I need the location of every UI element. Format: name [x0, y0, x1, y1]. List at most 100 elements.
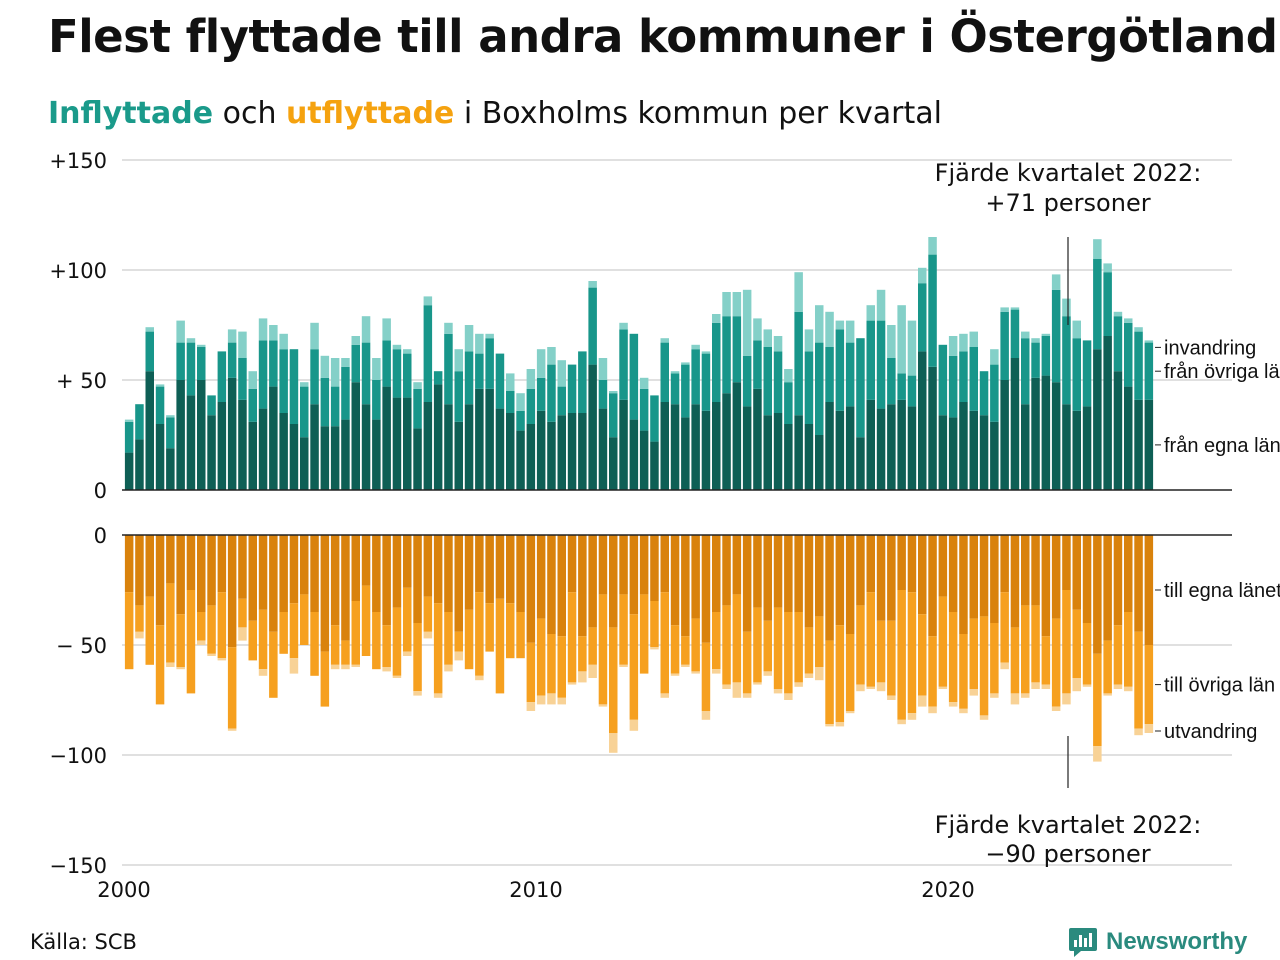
bar-out-q40-s2: [526, 642, 536, 703]
bar-out-q67-s2: [804, 627, 814, 674]
bar-out-q27-s1: [392, 535, 402, 608]
bar-out-q8-s3: [197, 640, 206, 645]
bar-out-q83-s3: [969, 689, 978, 696]
bar-out-q71-s3: [845, 711, 855, 714]
bar-in-q51-s1: [639, 430, 649, 490]
bar-out-q89-s3: [1031, 682, 1040, 689]
bar-out-q16-s1: [279, 535, 288, 612]
bar-in-q35-s2: [475, 353, 484, 389]
bar-out-q88-s2: [1021, 605, 1030, 694]
bar-in-q54-s2: [670, 373, 680, 405]
bar-in-q5-s2: [166, 417, 175, 449]
bar-out-q20-s1: [320, 535, 330, 652]
bar-in-q79-s1: [928, 366, 937, 490]
bar-in-q40-s3: [526, 369, 536, 389]
bar-out-q66-s3: [794, 682, 803, 687]
bar-out-q12-s3: [238, 627, 247, 641]
bar-out-q47-s1: [598, 535, 608, 595]
bar-in-q31-s1: [433, 384, 443, 490]
source-note: Källa: SCB: [30, 930, 137, 954]
bar-out-q23-s2: [351, 601, 360, 665]
bar-out-q23-s1: [351, 535, 360, 601]
bar-out-q32-s2: [444, 612, 453, 665]
bar-in-q75-s2: [887, 358, 896, 405]
bar-out-q69-s1: [825, 535, 834, 641]
newsworthy-logo[interactable]: Newsworthy: [1068, 926, 1247, 958]
bar-in-q19-s2: [310, 349, 319, 405]
bar-in-q93-s1: [1072, 410, 1081, 490]
bar-in-q95-s3: [1093, 239, 1102, 259]
bar-in-q96-s1: [1103, 336, 1112, 490]
bar-out-q19-s1: [310, 535, 319, 612]
y-tick-label-in: 0: [94, 479, 107, 503]
bar-out-q78-s2: [918, 614, 927, 696]
bar-out-q94-s3: [1082, 684, 1092, 687]
bar-out-q48-s2: [609, 627, 618, 733]
bar-out-q52-s2: [650, 601, 659, 648]
bar-in-q39-s3: [516, 393, 525, 411]
bar-out-q32-s3: [444, 664, 453, 672]
bar-in-q59-s2: [722, 316, 731, 394]
bar-out-q82-s1: [959, 535, 968, 634]
bar-in-q53-s1: [660, 402, 669, 490]
bar-in-q26-s2: [382, 340, 391, 387]
bar-out-q35-s2: [475, 592, 484, 676]
bar-out-q29-s3: [413, 691, 422, 696]
bar-in-q37-s1: [495, 408, 505, 490]
bar-out-q98-s3: [1124, 686, 1133, 692]
bar-in-q43-s2: [557, 386, 566, 416]
bar-out-q86-s3: [1000, 662, 1009, 670]
bar-in-q59-s3: [722, 292, 731, 317]
bar-in-q66-s2: [794, 311, 803, 416]
bar-in-q20-s1: [320, 426, 330, 490]
bar-in-q90-s2: [1041, 336, 1051, 376]
bar-in-q30-s3: [423, 296, 433, 306]
bar-in-q47-s3: [598, 358, 608, 380]
bar-out-q7-s1: [186, 535, 196, 590]
bar-out-q11-s3: [227, 728, 237, 731]
bar-out-q78-s3: [918, 695, 927, 707]
bar-out-q14-s1: [258, 535, 268, 610]
bar-in-q86-s2: [1000, 311, 1009, 380]
bar-out-q1-s1: [124, 535, 134, 593]
bar-in-q73-s2: [866, 320, 875, 400]
bar-out-q68-s1: [815, 535, 824, 617]
bar-in-q72-s2: [856, 338, 865, 438]
bar-in-q53-s2: [660, 342, 669, 402]
bar-out-q84-s3: [979, 715, 989, 720]
bar-in-q51-s3: [639, 377, 649, 389]
bar-in-q18-s3: [300, 382, 309, 387]
bar-out-q100-s1: [1144, 535, 1154, 645]
segment-labels: från egna länet från övriga läninvandring…: [1155, 337, 1280, 743]
bar-in-q52-s2: [650, 395, 659, 442]
bar-in-q3-s1: [145, 371, 154, 490]
bar-out-q20-s2: [320, 651, 330, 707]
bar-out-q42-s3: [547, 693, 556, 705]
bar-in-q29-s1: [413, 428, 422, 490]
bar-out-q24-s2: [361, 585, 371, 656]
bar-in-q28-s3: [403, 349, 412, 354]
bar-out-q44-s3: [567, 682, 577, 685]
bar-out-q74-s1: [876, 535, 886, 621]
bar-in-q2-s1: [135, 439, 144, 490]
bar-in-q30-s1: [423, 402, 433, 490]
bar-in-q1-s3: [124, 419, 134, 422]
bar-out-q15-s1: [269, 535, 278, 632]
bar-in-q28-s1: [403, 397, 412, 490]
bar-in-q6-s2: [176, 342, 185, 380]
bar-in-q73-s3: [866, 305, 875, 321]
bar-in-q11-s3: [227, 329, 237, 343]
bar-out-q67-s3: [804, 673, 814, 678]
bar-out-q73-s3: [866, 686, 875, 689]
bar-in-q21-s3: [330, 358, 340, 387]
bar-in-q91-s2: [1051, 289, 1061, 383]
bar-out-q33-s2: [454, 631, 463, 652]
bar-out-q74-s3: [876, 682, 886, 692]
bar-in-q23-s1: [351, 382, 360, 490]
bar-out-q2-s3: [135, 631, 144, 639]
bar-in-q1-s1: [124, 452, 134, 490]
bar-out-q57-s2: [701, 642, 711, 711]
bar-in-q44-s1: [567, 413, 577, 490]
bar-out-q75-s3: [887, 695, 896, 700]
